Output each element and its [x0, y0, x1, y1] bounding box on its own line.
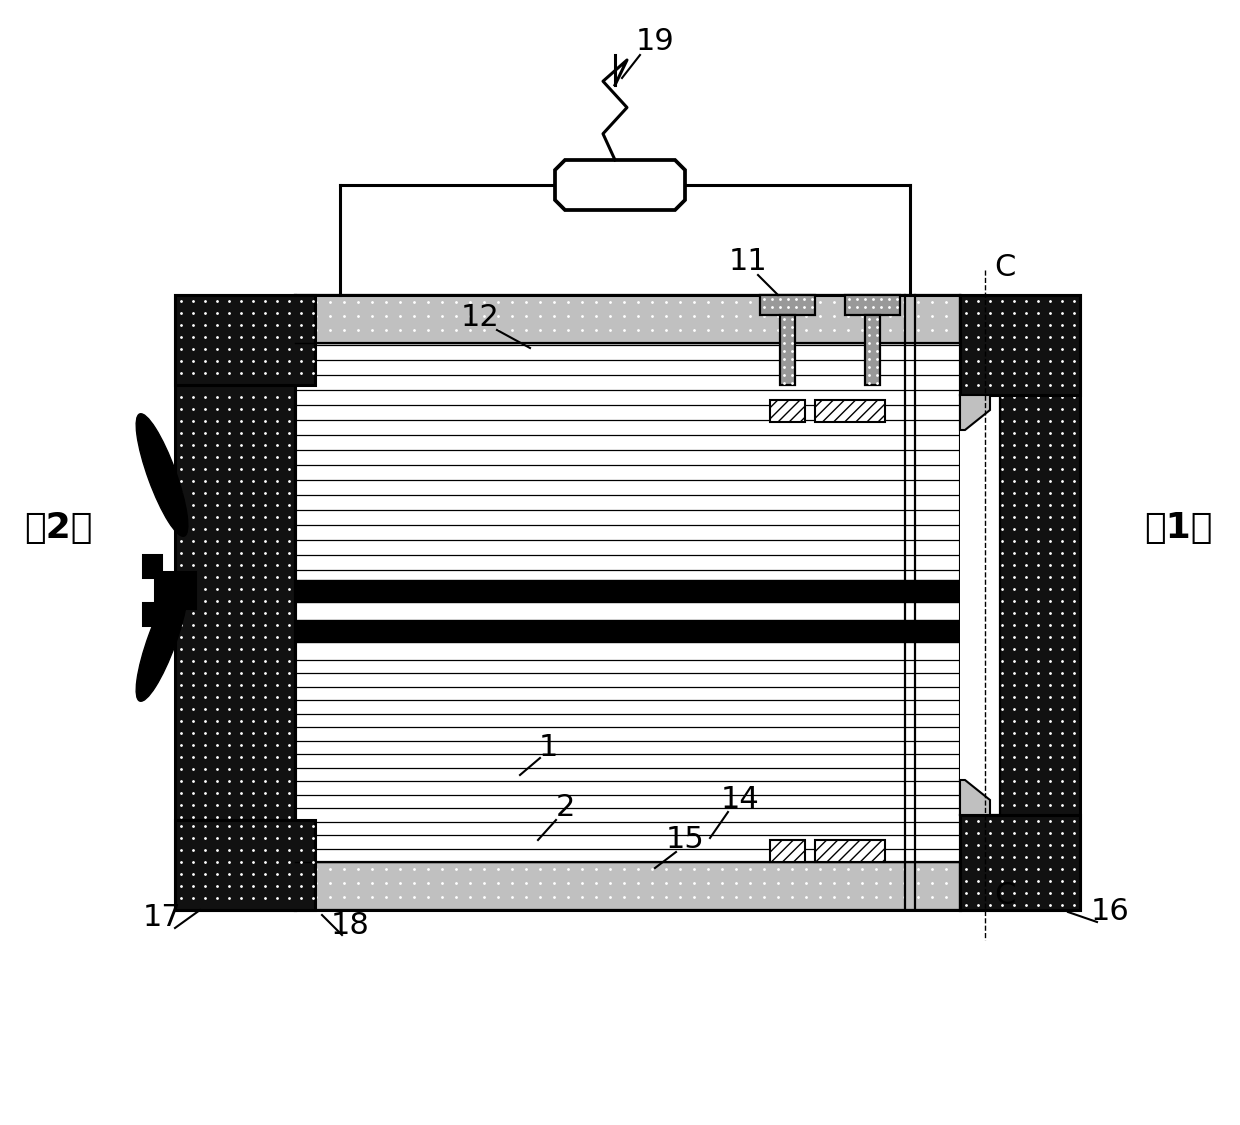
Bar: [844, 295, 900, 315]
Bar: [295, 862, 960, 910]
Bar: [295, 580, 960, 602]
Text: 12: 12: [460, 304, 500, 333]
Bar: [770, 840, 805, 862]
Text: C: C: [994, 253, 1016, 282]
Text: 2: 2: [556, 793, 574, 822]
Bar: [143, 555, 161, 577]
Bar: [960, 295, 1080, 910]
Bar: [175, 295, 295, 910]
Bar: [780, 315, 795, 385]
Bar: [815, 400, 885, 422]
Text: 1: 1: [538, 734, 558, 763]
Text: 第2端: 第2端: [24, 511, 92, 544]
Polygon shape: [960, 395, 990, 430]
Text: 18: 18: [331, 910, 370, 939]
Bar: [175, 820, 315, 910]
Bar: [960, 395, 999, 814]
Ellipse shape: [136, 578, 187, 701]
Bar: [866, 315, 880, 385]
Bar: [295, 620, 960, 642]
Text: 17: 17: [143, 903, 181, 933]
Text: 15: 15: [666, 826, 704, 855]
Bar: [155, 572, 195, 608]
Polygon shape: [556, 160, 684, 210]
Bar: [760, 295, 815, 315]
Bar: [815, 840, 885, 862]
Text: 14: 14: [720, 785, 759, 814]
Text: 16: 16: [1091, 898, 1130, 927]
Text: 第1端: 第1端: [1143, 511, 1213, 544]
Bar: [770, 400, 805, 422]
Text: 19: 19: [636, 27, 675, 56]
Bar: [143, 603, 161, 626]
Bar: [175, 295, 315, 385]
Text: 11: 11: [729, 248, 768, 277]
Bar: [960, 295, 1080, 395]
Bar: [295, 295, 960, 343]
Text: C: C: [994, 881, 1016, 909]
Ellipse shape: [136, 414, 187, 537]
Bar: [960, 814, 1080, 910]
Polygon shape: [960, 780, 990, 814]
